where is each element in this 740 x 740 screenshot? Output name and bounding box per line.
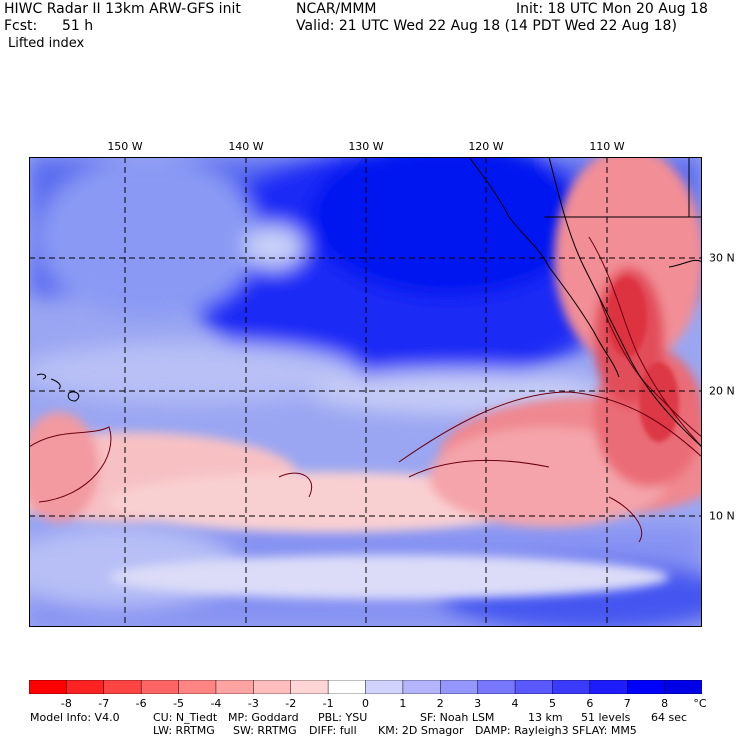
footer-sw: SW: RRTMG: [233, 724, 297, 737]
color-scale-swatch: [253, 680, 292, 694]
color-scale-swatch: [178, 680, 217, 694]
lon-label-130w: 130 W: [348, 140, 384, 153]
color-scale-tick-label: 0: [362, 697, 369, 710]
footer-lw: LW: RRTMG: [153, 724, 215, 737]
lon-label-150w: 150 W: [107, 140, 143, 153]
unstable-airmass-field: [29, 157, 702, 599]
color-scale-tick-label: 3: [474, 697, 482, 710]
field-name: Lifted index: [8, 36, 85, 51]
lat-label-20n: 20 N: [709, 384, 735, 398]
color-scale-swatch: [215, 680, 255, 694]
color-scale-tick-label: -1: [322, 697, 334, 710]
color-scale-swatch: [140, 680, 180, 694]
color-scale-swatch: [552, 680, 591, 694]
footer-model-info: Model Info: V4.0: [30, 711, 120, 724]
color-scale-unit: °C: [693, 697, 707, 710]
footer-levels: 51 levels: [581, 711, 631, 724]
color-scale-swatch: [327, 680, 367, 694]
color-scale-tick-label: -3: [247, 697, 259, 710]
org-label: NCAR/MMM: [296, 1, 377, 17]
lat-label-10n: 10 N: [709, 509, 735, 523]
init-time: Init: 18 UTC Mon 20 Aug 18: [516, 1, 708, 17]
color-scale-tick-label: 7: [623, 697, 631, 710]
color-scale-swatch: [66, 680, 105, 694]
color-scale-tick-label: 5: [548, 697, 556, 710]
contour-lines: [29, 236, 702, 543]
color-scale-swatch: [103, 680, 142, 694]
footer-km: KM: 2D Smagor: [378, 724, 464, 737]
color-scale-swatch: [477, 680, 516, 694]
lifted-index-map: [29, 157, 702, 627]
color-scale-tick-label: -8: [60, 697, 72, 710]
footer-mp: MP: Goddard: [228, 711, 299, 724]
color-scale-tick-label: -6: [135, 697, 147, 710]
color-scale-tick-label: -2: [285, 697, 297, 710]
map-title: HIWC Radar II 13km ARW-GFS init: [4, 1, 241, 17]
color-scale-swatch: [514, 680, 554, 694]
color-scale-swatch: [664, 680, 702, 694]
color-scale-swatch: [440, 680, 479, 694]
color-scale-tick-label: -5: [173, 697, 185, 710]
footer-resolution: 13 km: [528, 711, 563, 724]
lon-label-140w: 140 W: [228, 140, 264, 153]
color-scale-bar: [29, 680, 702, 694]
footer-pbl: PBL: YSU: [318, 711, 368, 724]
map-frame: [29, 157, 702, 627]
footer-diff: DIFF: full: [309, 724, 357, 737]
footer-damp: DAMP: Rayleigh3: [475, 724, 569, 737]
color-scale-tick-label: -7: [98, 697, 110, 710]
color-scale-swatch: [402, 680, 442, 694]
footer-cu: CU: N_Tiedt: [153, 711, 218, 724]
color-scale-tick-label: 6: [586, 697, 594, 710]
footer-sflay: SFLAY: MM5: [572, 724, 637, 737]
color-scale-swatch: [29, 680, 68, 694]
lon-label-120w: 120 W: [468, 140, 504, 153]
footer-timestep: 64 sec: [651, 711, 688, 724]
color-scale-tick-label: 4: [511, 697, 519, 710]
footer-sf: SF: Noah LSM: [420, 711, 495, 724]
color-scale-swatch: [365, 680, 404, 694]
forecast-label: Fcst:: [4, 18, 38, 34]
valid-time: Valid: 21 UTC Wed 22 Aug 18 (14 PDT Wed …: [296, 18, 677, 34]
color-scale-swatch: [589, 680, 628, 694]
color-scale-tick-label: 1: [399, 697, 407, 710]
lon-label-110w: 110 W: [589, 140, 625, 153]
forecast-hour: 51 h: [62, 18, 94, 34]
lat-lon-grid: [29, 157, 702, 627]
color-scale-tick-label: 2: [436, 697, 444, 710]
color-scale-tick-label: -4: [210, 697, 222, 710]
color-scale-swatch: [626, 680, 666, 694]
lat-label-30n: 30 N: [709, 251, 735, 265]
color-scale-tick-label: 8: [661, 697, 669, 710]
color-scale-swatch: [290, 680, 329, 694]
